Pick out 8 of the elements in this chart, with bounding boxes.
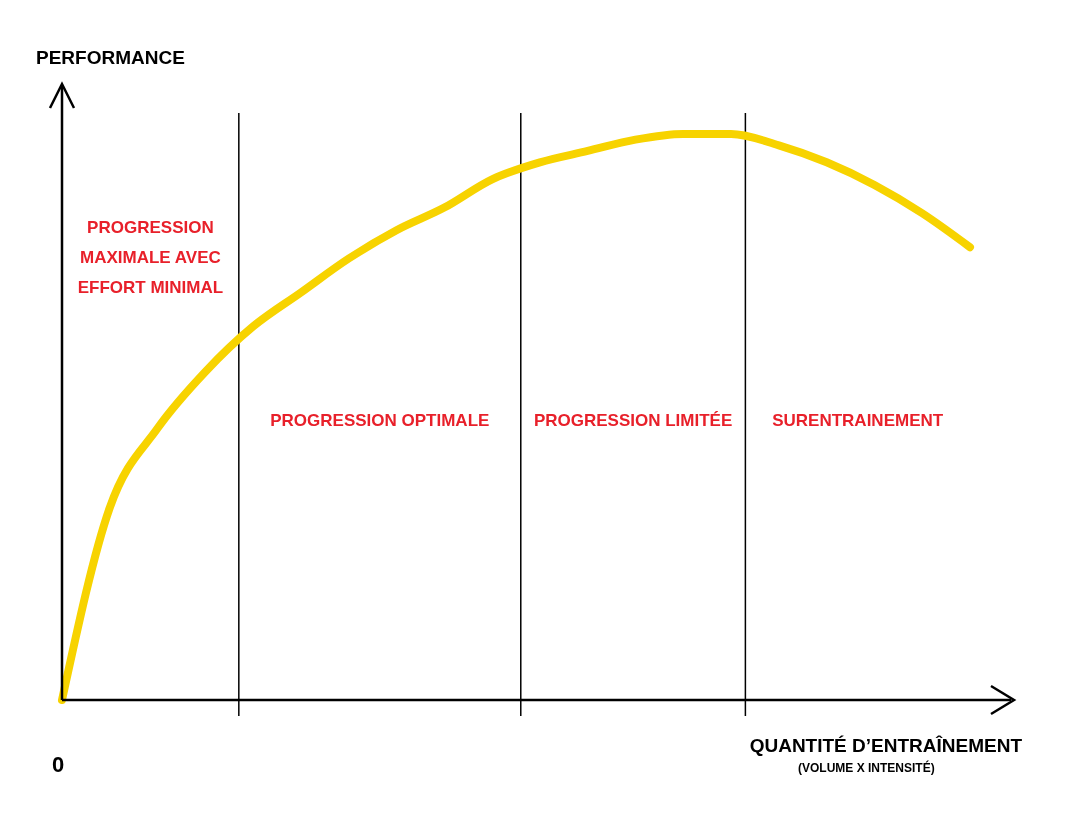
annotation: SURENTRAINEMENT [772, 411, 944, 430]
text: 0 [51, 752, 65, 777]
y-axis-title: PERFORMANCE [36, 47, 185, 68]
x-axis-title: QUANTITÉ D’ENTRAÎNEMENT [749, 735, 1023, 756]
annotation: PROGRESSION LIMITÉE [533, 411, 733, 430]
annotation: PROGRESSION MAXIMALE AVEC EFFORT MINIMAL [77, 218, 224, 297]
text: (VOLUME X INTENSITÉ) [798, 760, 935, 775]
annotation: PROGRESSION OPTIMALE [270, 411, 490, 430]
